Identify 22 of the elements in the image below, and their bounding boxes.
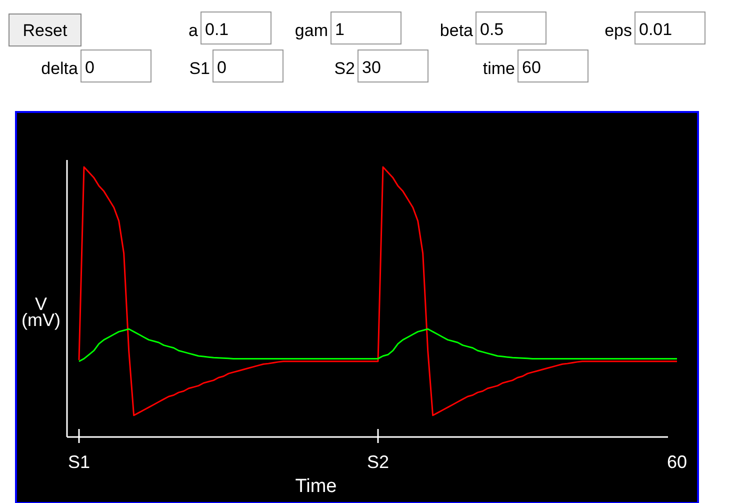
text: 0.01	[639, 20, 672, 39]
text: eps	[604, 21, 632, 40]
x-tick-label: S1	[68, 452, 90, 472]
text: 0	[217, 58, 226, 77]
text: delta	[41, 59, 79, 78]
x-tick-label: S2	[366, 452, 390, 472]
y-axis-title: V (mV)	[22, 294, 60, 330]
text: 0.1	[205, 20, 229, 39]
text: time	[482, 59, 515, 78]
text: 30	[362, 58, 381, 77]
text: S2	[334, 59, 355, 78]
reset-button: Reset	[8, 14, 82, 46]
text: gam	[294, 21, 328, 40]
text: 0	[85, 58, 94, 77]
text: S1	[189, 59, 210, 78]
text: 60	[522, 58, 541, 77]
text: 0.5	[480, 20, 504, 39]
x-tick-label: 60	[666, 452, 688, 472]
text: beta	[440, 21, 474, 40]
text: a	[188, 21, 199, 40]
text: 1	[335, 20, 344, 39]
x-axis-title: Time	[295, 476, 337, 497]
